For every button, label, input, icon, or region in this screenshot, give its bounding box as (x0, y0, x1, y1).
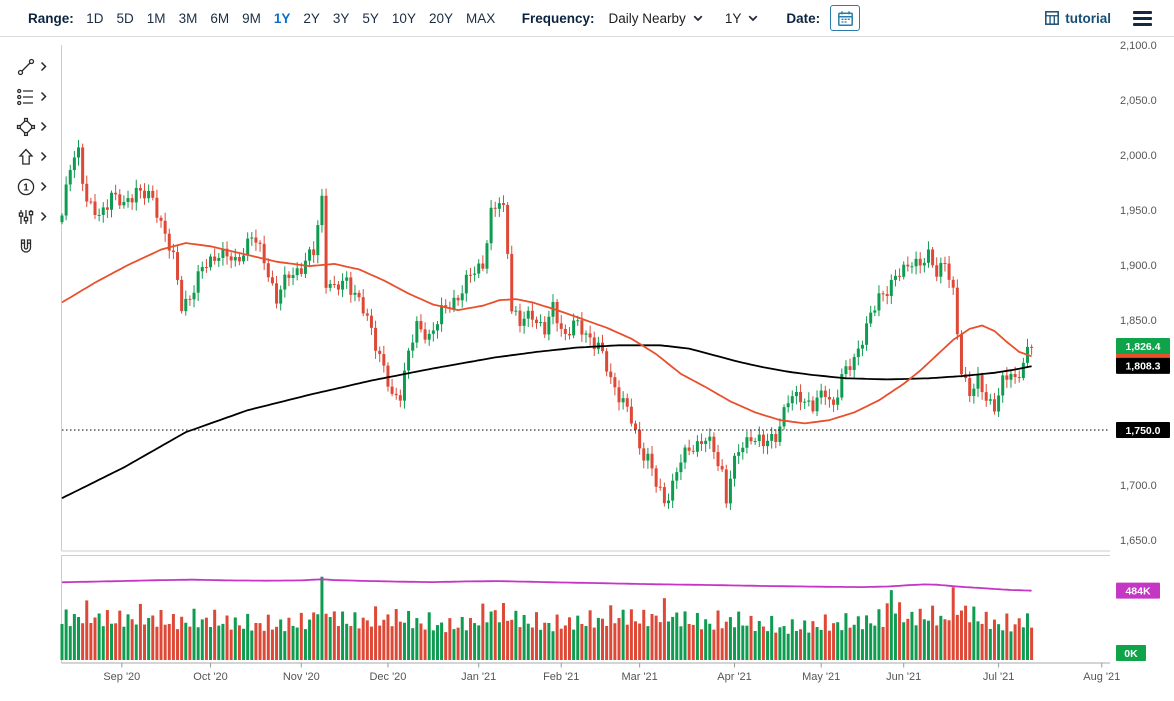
range-option-5d[interactable]: 5D (116, 10, 134, 26)
chevron-right-icon (40, 61, 47, 72)
svg-text:Apr '21: Apr '21 (717, 671, 752, 683)
svg-text:1,750.0: 1,750.0 (1125, 425, 1160, 437)
date-label: Date: (786, 10, 821, 26)
ma-black-line (61, 344, 1032, 500)
range-option-10y[interactable]: 10Y (391, 10, 416, 26)
candles-layer (60, 139, 1034, 510)
chart-frame (61, 45, 1110, 664)
range-option-3y[interactable]: 3Y (332, 10, 350, 26)
time-axis: Sep '20 Oct '20 Nov '20 Dec '20 Jan '21 Feb '… (103, 663, 1120, 683)
frequency-label: Frequency: (521, 10, 595, 26)
hamburger-icon (1133, 10, 1152, 14)
range-option-9m[interactable]: 9M (242, 10, 261, 26)
magnet-icon (20, 238, 32, 253)
arrow-icon (18, 148, 34, 165)
svg-text:Jan '21: Jan '21 (461, 671, 496, 683)
tutorial-link[interactable]: tutorial (1045, 11, 1111, 26)
volume-layer (60, 576, 1034, 660)
chevron-right-icon (40, 91, 47, 102)
open-interest-badge (1116, 582, 1160, 599)
date-picker-button[interactable] (830, 5, 861, 31)
chevron-right-icon (40, 121, 47, 132)
svg-text:1,650.0: 1,650.0 (1120, 535, 1157, 547)
range-option-5y[interactable]: 5Y (362, 10, 379, 26)
svg-text:1,900.0: 1,900.0 (1120, 260, 1157, 272)
volume-zero-badge (1116, 645, 1146, 661)
menu-button[interactable] (1131, 9, 1154, 28)
svg-text:0K: 0K (1124, 648, 1138, 660)
svg-text:Jun '21: Jun '21 (886, 671, 921, 683)
svg-text:2,050.0: 2,050.0 (1120, 95, 1157, 107)
tool-magnet-button[interactable] (16, 235, 36, 258)
tool-trendline-button[interactable] (16, 55, 47, 78)
svg-text:Feb '21: Feb '21 (543, 671, 579, 683)
fibonacci-icon (17, 88, 33, 105)
range-option-20y[interactable]: 20Y (428, 10, 453, 26)
svg-text:May '21: May '21 (802, 671, 840, 683)
svg-text:Mar '21: Mar '21 (621, 671, 657, 683)
chevron-right-icon (40, 181, 47, 192)
price-badges: 1,826.4 1,808.3 1,750.0 484K 0K (1116, 337, 1170, 661)
trendline-icon (17, 58, 35, 75)
svg-text:1,808.3: 1,808.3 (1125, 361, 1160, 373)
range-option-1y[interactable]: 1Y (273, 10, 291, 26)
chart-canvas[interactable]: 2,100.0 2,050.0 2,000.0 1,950.0 1,900.0 1,850… (0, 37, 1174, 701)
svg-text:Oct '20: Oct '20 (193, 671, 228, 683)
chevron-right-icon (40, 151, 47, 162)
range-option-2y[interactable]: 2Y (303, 10, 320, 26)
tool-fibonacci-button[interactable] (16, 85, 47, 108)
svg-text:Dec '20: Dec '20 (369, 671, 406, 683)
range-option-1d[interactable]: 1D (86, 10, 104, 26)
tutorial-label: tutorial (1065, 10, 1111, 26)
chart-toolbar: Range: 1D 5D 1M 3M 6M 9M 1Y 2Y 3Y 5Y 10Y 20Y MAX Fre… (0, 0, 1174, 37)
grid-icon (1045, 11, 1060, 25)
tool-shapes-button[interactable] (16, 115, 47, 138)
svg-text:484K: 484K (1125, 585, 1151, 597)
svg-text:1,850.0: 1,850.0 (1120, 315, 1157, 327)
frequency-value: Daily Nearby (608, 10, 686, 26)
chevron-right-icon (40, 211, 47, 222)
shapes-icon (16, 117, 36, 136)
calendar-icon (837, 10, 853, 26)
svg-text:Jul '21: Jul '21 (983, 671, 1014, 683)
svg-text:2,000.0: 2,000.0 (1120, 150, 1157, 162)
support-badge (1116, 422, 1170, 438)
open-interest-line (61, 578, 1032, 592)
period-select[interactable]: 1Y (725, 11, 759, 26)
chevron-down-icon (693, 15, 703, 21)
drawing-tools-sidebar: 1 (0, 37, 56, 701)
range-option-1m[interactable]: 1M (146, 10, 166, 26)
svg-text:2,100.0: 2,100.0 (1120, 40, 1157, 52)
range-label: Range: (28, 10, 74, 26)
range-option-6m[interactable]: 6M (210, 10, 230, 26)
number-one-icon: 1 (17, 178, 35, 195)
tool-number-button[interactable]: 1 (16, 175, 47, 198)
svg-text:Aug '21: Aug '21 (1083, 671, 1120, 683)
price-axis: 2,100.0 2,050.0 2,000.0 1,950.0 1,900.0 1,850… (1120, 40, 1157, 547)
tool-arrow-button[interactable] (16, 145, 47, 168)
ma-red-line (61, 242, 1032, 425)
range-option-3m[interactable]: 3M (178, 10, 198, 26)
svg-text:1,950.0: 1,950.0 (1120, 205, 1157, 217)
frequency-select[interactable]: Daily Nearby (609, 11, 703, 26)
last-price-badge (1116, 337, 1170, 354)
svg-text:1,826.4: 1,826.4 (1125, 341, 1160, 353)
chevron-down-icon (748, 15, 758, 21)
period-value: 1Y (724, 10, 742, 26)
svg-text:1,700.0: 1,700.0 (1120, 480, 1157, 492)
range-options: 1D 5D 1M 3M 6M 9M 1Y 2Y 3Y 5Y 10Y 20Y MAX (80, 11, 502, 26)
svg-text:Sep '20: Sep '20 (103, 671, 140, 683)
tool-indicator-button[interactable] (16, 205, 47, 228)
svg-text:Nov '20: Nov '20 (283, 671, 320, 683)
ma-black-badge (1116, 357, 1170, 374)
svg-text:1: 1 (23, 182, 29, 193)
indicator-icon (18, 209, 34, 224)
range-option-max[interactable]: MAX (465, 10, 496, 26)
